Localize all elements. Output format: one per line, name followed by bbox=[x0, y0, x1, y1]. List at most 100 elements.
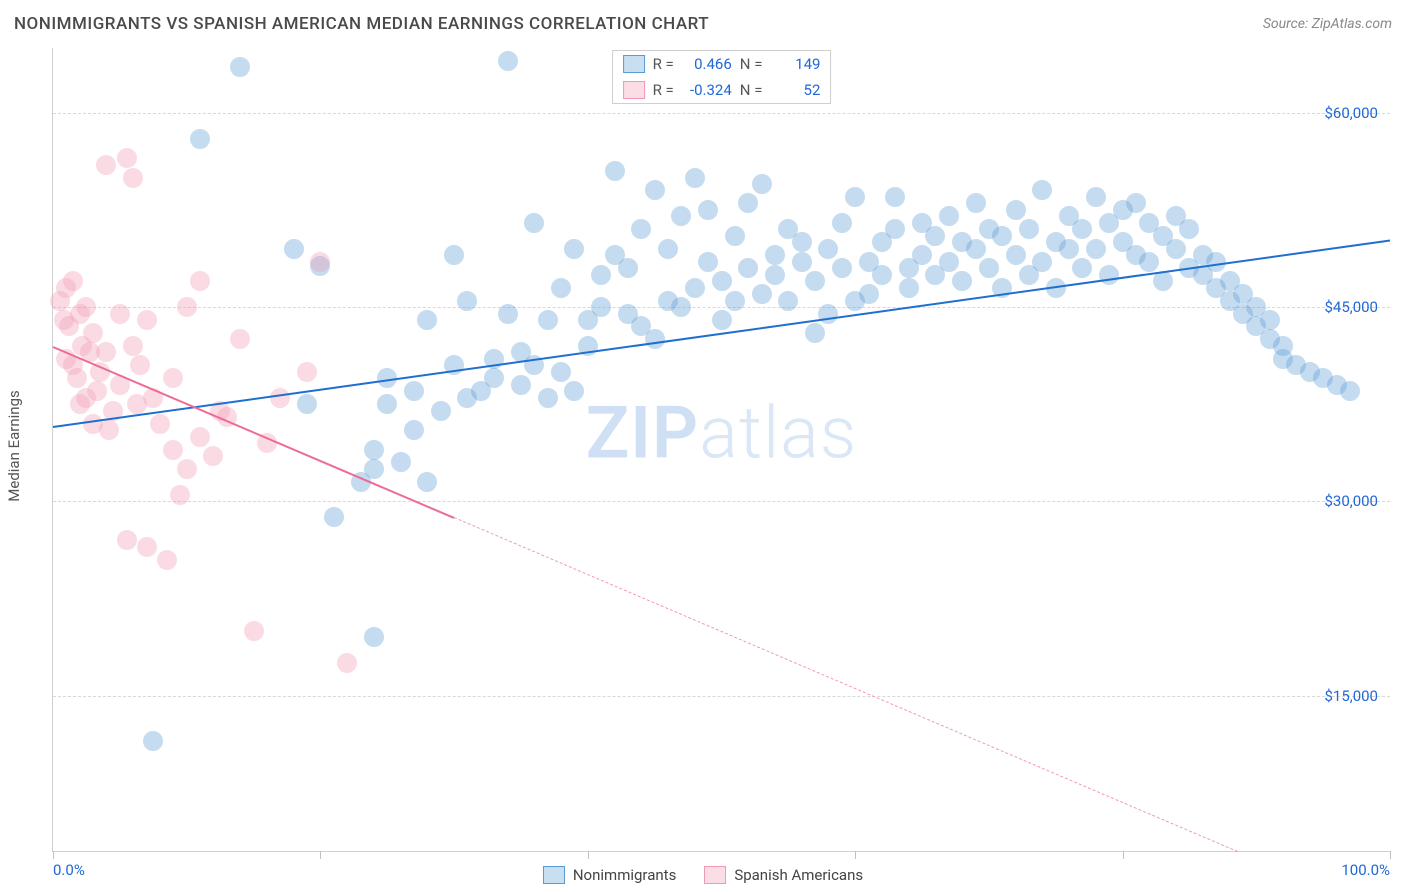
scatter-point bbox=[925, 226, 945, 246]
scatter-point bbox=[671, 206, 691, 226]
scatter-point bbox=[63, 271, 83, 291]
scatter-point bbox=[671, 297, 691, 317]
scatter-point bbox=[872, 265, 892, 285]
scatter-point bbox=[297, 362, 317, 382]
scatter-point bbox=[431, 401, 451, 421]
bottom-legend: Nonimmigrants Spanish Americans bbox=[0, 866, 1406, 884]
scatter-point bbox=[564, 381, 584, 401]
legend-swatch bbox=[623, 81, 645, 99]
scatter-point bbox=[725, 226, 745, 246]
scatter-point bbox=[698, 252, 718, 272]
scatter-point bbox=[966, 193, 986, 213]
scatter-point bbox=[76, 297, 96, 317]
scatter-point bbox=[805, 323, 825, 343]
scatter-point bbox=[377, 394, 397, 414]
scatter-point bbox=[712, 310, 732, 330]
scatter-point bbox=[297, 394, 317, 414]
scatter-point bbox=[685, 278, 705, 298]
scatter-point bbox=[1059, 239, 1079, 259]
correlation-stats-box: R =0.466N =149R =-0.324N =52 bbox=[612, 50, 832, 104]
scatter-point bbox=[698, 200, 718, 220]
scatter-point bbox=[792, 252, 812, 272]
scatter-point bbox=[992, 226, 1012, 246]
scatter-point bbox=[110, 304, 130, 324]
scatter-point bbox=[1006, 245, 1026, 265]
scatter-point bbox=[818, 239, 838, 259]
scatter-point bbox=[1260, 310, 1280, 330]
scatter-point bbox=[1340, 381, 1360, 401]
scatter-point bbox=[564, 239, 584, 259]
scatter-point bbox=[885, 219, 905, 239]
scatter-point bbox=[1086, 187, 1106, 207]
scatter-point bbox=[417, 310, 437, 330]
legend-item: Spanish Americans bbox=[704, 866, 863, 884]
scatter-point bbox=[117, 530, 137, 550]
scatter-point bbox=[1166, 239, 1186, 259]
x-tick bbox=[588, 851, 589, 859]
scatter-point bbox=[123, 168, 143, 188]
scatter-point bbox=[498, 51, 518, 71]
scatter-point bbox=[1072, 219, 1092, 239]
scatter-point bbox=[83, 323, 103, 343]
legend-item: Nonimmigrants bbox=[543, 866, 676, 884]
scatter-point bbox=[591, 265, 611, 285]
scatter-point bbox=[391, 452, 411, 472]
x-tick bbox=[855, 851, 856, 859]
scatter-point bbox=[859, 284, 879, 304]
scatter-point bbox=[67, 368, 87, 388]
stat-label: N = bbox=[740, 55, 763, 73]
legend-swatch bbox=[543, 866, 565, 884]
scatter-point bbox=[190, 129, 210, 149]
scatter-point bbox=[538, 310, 558, 330]
scatter-point bbox=[364, 440, 384, 460]
scatter-point bbox=[538, 388, 558, 408]
scatter-point bbox=[551, 278, 571, 298]
gridline bbox=[53, 307, 1390, 308]
scatter-point bbox=[591, 297, 611, 317]
gridline bbox=[53, 501, 1390, 502]
scatter-point bbox=[244, 621, 264, 641]
scatter-point bbox=[979, 258, 999, 278]
scatter-point bbox=[966, 239, 986, 259]
scatter-point bbox=[1006, 200, 1026, 220]
scatter-point bbox=[99, 420, 119, 440]
trend-line bbox=[53, 240, 1390, 428]
scatter-point bbox=[150, 414, 170, 434]
scatter-point bbox=[284, 239, 304, 259]
scatter-point bbox=[498, 304, 518, 324]
gridline bbox=[53, 696, 1390, 697]
scatter-point bbox=[444, 245, 464, 265]
y-tick-label: $15,000 bbox=[1324, 687, 1378, 705]
scatter-point bbox=[939, 252, 959, 272]
stat-label: N = bbox=[740, 81, 763, 99]
scatter-point bbox=[364, 627, 384, 647]
scatter-point bbox=[765, 245, 785, 265]
scatter-point bbox=[404, 420, 424, 440]
scatter-point bbox=[230, 57, 250, 77]
stats-row: R =0.466N =149 bbox=[613, 51, 831, 77]
scatter-point bbox=[912, 245, 932, 265]
scatter-point bbox=[832, 213, 852, 233]
scatter-point bbox=[832, 258, 852, 278]
y-axis-label: Median Earnings bbox=[5, 390, 23, 501]
r-value: -0.324 bbox=[682, 81, 732, 99]
scatter-point bbox=[618, 258, 638, 278]
scatter-point bbox=[170, 485, 190, 505]
scatter-point bbox=[752, 174, 772, 194]
scatter-point bbox=[457, 291, 477, 311]
scatter-point bbox=[725, 291, 745, 311]
scatter-point bbox=[177, 459, 197, 479]
scatter-point bbox=[1179, 219, 1199, 239]
y-tick-label: $45,000 bbox=[1324, 298, 1378, 316]
stats-row: R =-0.324N =52 bbox=[613, 77, 831, 103]
scatter-point bbox=[1019, 219, 1039, 239]
scatter-point bbox=[417, 472, 437, 492]
scatter-point bbox=[605, 161, 625, 181]
n-value: 52 bbox=[770, 81, 820, 99]
scatter-point bbox=[551, 362, 571, 382]
scatter-point bbox=[157, 550, 177, 570]
watermark: ZIPatlas bbox=[586, 391, 858, 476]
trend-line bbox=[454, 517, 1238, 852]
y-tick-label: $60,000 bbox=[1324, 104, 1378, 122]
scatter-point bbox=[645, 329, 665, 349]
